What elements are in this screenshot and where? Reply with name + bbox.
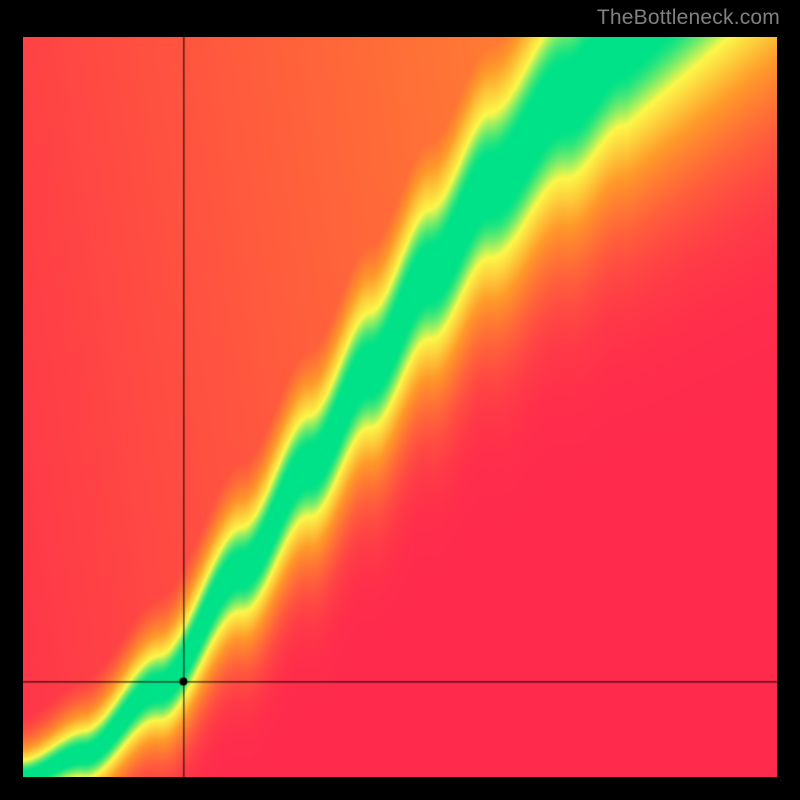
watermark-text: TheBottleneck.com xyxy=(597,6,780,30)
bottleneck-heatmap xyxy=(23,37,777,777)
